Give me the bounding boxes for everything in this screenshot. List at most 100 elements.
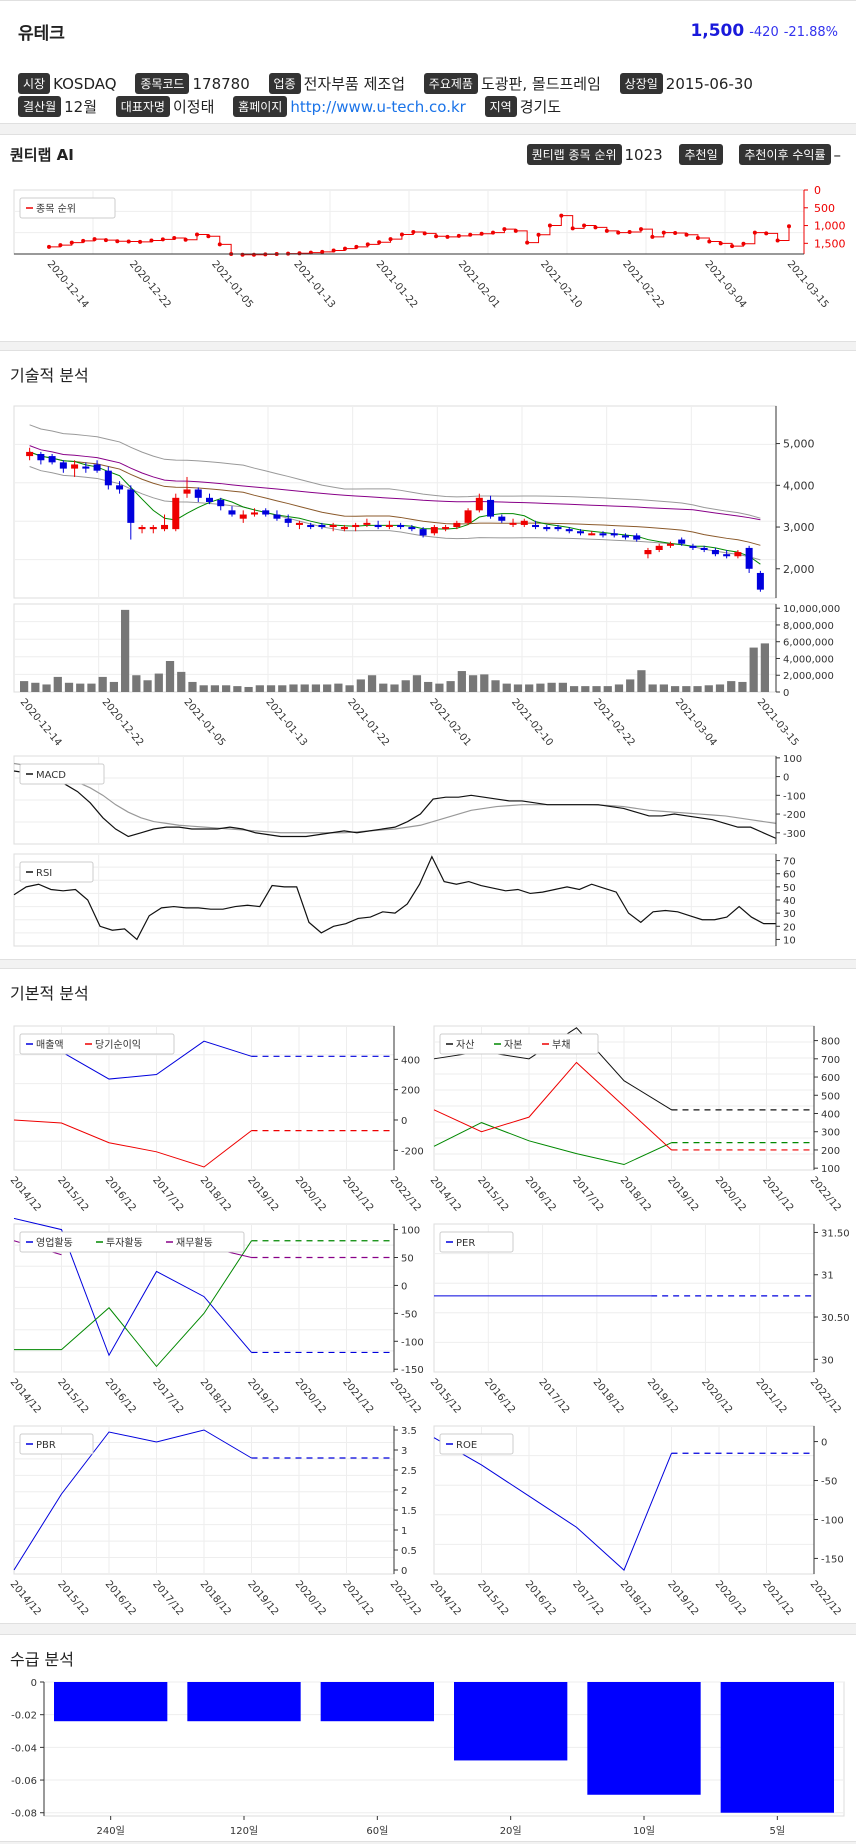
y-tick-label: 0 bbox=[821, 1438, 827, 1449]
market-value: KOSDAQ bbox=[53, 75, 117, 93]
y-tick-label: 10,000,000 bbox=[783, 604, 840, 615]
macd-series-line bbox=[13, 770, 777, 839]
volume-bar bbox=[614, 684, 624, 692]
x-tick-label: 2014/12 bbox=[8, 1579, 43, 1618]
x-tick-label: 2017/12 bbox=[150, 1175, 185, 1214]
fundamental-title: 기본적 분석 bbox=[10, 984, 89, 1003]
fiscal-month-tag: 결산월 bbox=[18, 96, 62, 117]
candle-body bbox=[138, 527, 146, 530]
y-tick-label: 600 bbox=[821, 1073, 840, 1084]
y-tick-label: 3,000 bbox=[783, 521, 815, 534]
supply-bar bbox=[587, 1682, 701, 1795]
candle-body bbox=[26, 451, 34, 457]
volume-bar bbox=[659, 684, 668, 692]
x-tick-label: 2020-12-22 bbox=[127, 259, 173, 311]
x-tick-label: 2014/12 bbox=[428, 1579, 463, 1618]
homepage-link[interactable]: http://www.u-tech.co.kr bbox=[290, 98, 466, 116]
y-tick-label: -0.04 bbox=[11, 1743, 37, 1754]
x-tick-label: 2020/12 bbox=[713, 1579, 748, 1618]
region-value: 경기도 bbox=[519, 98, 562, 116]
y-tick-label: 50 bbox=[401, 1254, 414, 1265]
candle-body bbox=[487, 499, 495, 517]
candle-body bbox=[475, 497, 483, 511]
x-tick-label: 2018/12 bbox=[198, 1175, 233, 1214]
y-tick-label: 30 bbox=[783, 909, 796, 920]
volume-bar bbox=[581, 686, 590, 692]
candle-body bbox=[284, 518, 292, 523]
candle-body bbox=[295, 522, 303, 525]
volume-bar bbox=[648, 684, 657, 692]
candle-body bbox=[273, 514, 281, 519]
volume-bar bbox=[244, 686, 253, 692]
x-tick-label: 2021-01-22 bbox=[345, 697, 391, 749]
y-tick-label: -100 bbox=[401, 1337, 424, 1348]
x-tick-label: 2014/12 bbox=[428, 1175, 463, 1214]
legend-label: 자산 bbox=[456, 1039, 474, 1051]
candle-body bbox=[644, 550, 652, 555]
volume-bar bbox=[670, 686, 680, 692]
legend-label: PBR bbox=[36, 1440, 56, 1451]
candle-body bbox=[307, 524, 315, 528]
volume-bar bbox=[525, 684, 534, 692]
volume-bar bbox=[704, 685, 713, 692]
roe-chart: ROE 0 -50 -100 -150 2014/12 2015/12 2016/12 2017… bbox=[428, 1425, 844, 1618]
x-tick-label: 2020/12 bbox=[713, 1175, 748, 1214]
rank-point bbox=[707, 239, 712, 244]
bollinger-upper bbox=[29, 424, 761, 519]
stock-info-card: 유테크 1,500 -420 -21.88% 시장 KOSDAQ 종목코드 178780… bbox=[0, 0, 856, 124]
per-chart: PER 30 30.50 31 31.50 2015/12 2016/12 2017/12 20… bbox=[428, 1223, 850, 1416]
rank-point bbox=[434, 234, 439, 239]
x-tick-label: 2016/12 bbox=[482, 1377, 517, 1416]
rank-point bbox=[468, 232, 473, 237]
x-tick-label: 2022/12 bbox=[808, 1579, 843, 1618]
volume-bar bbox=[20, 681, 29, 692]
volume-bar bbox=[210, 685, 220, 692]
rank-point bbox=[240, 252, 245, 257]
rank-point bbox=[479, 231, 484, 236]
y-tick-label: -200 bbox=[401, 1146, 424, 1157]
candle-body bbox=[217, 499, 225, 507]
y-tick-label: 1,500 bbox=[814, 237, 846, 250]
x-tick-label: 2022/12 bbox=[388, 1175, 423, 1214]
volume-bar bbox=[491, 680, 500, 692]
volume-bar bbox=[300, 684, 309, 692]
y-tick-label: 5,000 bbox=[783, 438, 815, 451]
x-tick-label: 2021-01-05 bbox=[181, 697, 227, 749]
x-tick-label: 2020-12-14 bbox=[18, 697, 64, 749]
volume-bar bbox=[177, 671, 186, 692]
rank-point bbox=[47, 244, 51, 249]
candle-body bbox=[71, 464, 79, 469]
volume-chart: 0 2,000,000 4,000,000 6,000,000 8,000,000 10,… bbox=[13, 603, 840, 749]
y-tick-label: 200 bbox=[401, 1086, 420, 1097]
candle-body bbox=[621, 535, 629, 538]
rank-point bbox=[787, 224, 791, 229]
info-row-1: 시장 KOSDAQ 종목코드 178780 업종 전자부품 제조업 주요제품 도광판, … bbox=[18, 73, 767, 94]
volume-bar bbox=[31, 682, 40, 692]
current-price: 1,500 bbox=[690, 21, 745, 41]
rank-point bbox=[320, 249, 325, 254]
volume-bar bbox=[468, 675, 478, 692]
quantilab-title: 퀀티랩 AI bbox=[10, 146, 74, 164]
info-row-2: 결산월 12월 대표자명 이정태 홈페이지 http://www.u-tech.co.… bbox=[18, 96, 575, 117]
y-tick-label: 3 bbox=[401, 1446, 407, 1457]
supply-title: 수급 분석 bbox=[10, 1650, 74, 1669]
candle-body bbox=[464, 510, 472, 523]
volume-bar bbox=[379, 683, 388, 692]
rank-point bbox=[206, 234, 211, 239]
rank-point bbox=[411, 229, 416, 234]
series-line bbox=[433, 1061, 672, 1151]
rank-point bbox=[149, 238, 154, 243]
volume-bar bbox=[109, 681, 119, 692]
x-tick-label: 2019/12 bbox=[245, 1377, 280, 1416]
candle-body bbox=[116, 485, 124, 490]
candle-body bbox=[48, 456, 56, 463]
volume-bar bbox=[424, 681, 433, 692]
volume-bar bbox=[367, 675, 377, 692]
y-tick-label: -50 bbox=[821, 1477, 837, 1488]
price-change: -420 bbox=[749, 25, 779, 40]
volume-bar bbox=[199, 685, 208, 692]
ceo-value: 이정태 bbox=[172, 98, 215, 116]
x-tick-label: 2016/12 bbox=[103, 1175, 138, 1214]
volume-bar bbox=[693, 686, 702, 692]
pbr-chart: PBR 0 0.5 1 1.5 2 2.5 3 3.5 2014/12 2015/12 2016/12… bbox=[8, 1425, 423, 1618]
